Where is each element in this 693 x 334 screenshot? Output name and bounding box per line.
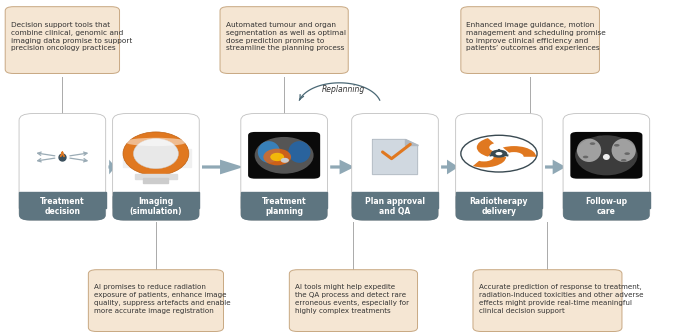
Ellipse shape — [125, 138, 187, 146]
Bar — [351, 192, 438, 208]
Circle shape — [583, 156, 588, 158]
Bar — [241, 192, 327, 208]
Text: AI promises to reduce radiation
exposure of patients, enhance image
quality, sup: AI promises to reduce radiation exposure… — [94, 284, 231, 314]
FancyBboxPatch shape — [19, 114, 105, 220]
Bar — [456, 192, 543, 208]
FancyBboxPatch shape — [563, 114, 650, 220]
Polygon shape — [373, 140, 417, 174]
FancyBboxPatch shape — [19, 192, 105, 220]
Polygon shape — [108, 160, 115, 174]
FancyBboxPatch shape — [89, 270, 223, 331]
Text: Enhanced image guidance, motion
management and scheduling promise
to improve cli: Enhanced image guidance, motion manageme… — [466, 22, 606, 51]
Bar — [112, 192, 200, 208]
Text: Follow-up
care: Follow-up care — [586, 196, 627, 216]
Ellipse shape — [603, 154, 610, 160]
Circle shape — [597, 136, 602, 138]
Text: AI tools might help expedite
the QA process and detect rare
erroneous events, es: AI tools might help expedite the QA proc… — [295, 284, 409, 314]
Circle shape — [624, 152, 630, 155]
Text: Treatment
decision: Treatment decision — [40, 196, 85, 216]
Bar — [143, 178, 168, 183]
Text: Radiotherapy
delivery: Radiotherapy delivery — [470, 196, 528, 216]
Circle shape — [491, 150, 507, 158]
Text: Replanning: Replanning — [322, 86, 365, 94]
Text: Decision support tools that
combine clinical, genomic and
imaging data promise t: Decision support tools that combine clin… — [10, 22, 132, 51]
FancyBboxPatch shape — [248, 132, 320, 179]
Text: Treatment
planning: Treatment planning — [262, 196, 306, 216]
FancyBboxPatch shape — [351, 114, 438, 220]
FancyBboxPatch shape — [351, 192, 438, 220]
Polygon shape — [202, 160, 244, 174]
Ellipse shape — [281, 158, 289, 163]
FancyBboxPatch shape — [456, 114, 543, 220]
FancyBboxPatch shape — [241, 114, 327, 220]
FancyBboxPatch shape — [5, 7, 119, 73]
FancyBboxPatch shape — [112, 114, 200, 220]
FancyBboxPatch shape — [473, 270, 622, 331]
Text: Automated tumour and organ
segmentation as well as optimal
dose prediction promi: Automated tumour and organ segmentation … — [226, 22, 346, 51]
Circle shape — [621, 159, 626, 162]
Circle shape — [590, 142, 595, 145]
Ellipse shape — [577, 139, 602, 162]
Ellipse shape — [288, 141, 310, 163]
FancyBboxPatch shape — [563, 192, 650, 220]
FancyBboxPatch shape — [461, 7, 599, 73]
Ellipse shape — [123, 132, 188, 175]
Ellipse shape — [133, 139, 179, 169]
Circle shape — [614, 144, 620, 147]
Ellipse shape — [270, 153, 284, 161]
Bar — [563, 192, 650, 208]
Text: Plan approval
and QA: Plan approval and QA — [365, 196, 425, 216]
Wedge shape — [503, 146, 536, 157]
FancyBboxPatch shape — [456, 192, 543, 220]
Ellipse shape — [255, 137, 313, 174]
Ellipse shape — [575, 135, 638, 175]
Text: Imaging
(simulation): Imaging (simulation) — [130, 196, 182, 216]
Polygon shape — [405, 140, 417, 146]
Wedge shape — [473, 157, 506, 167]
Bar — [175, 149, 191, 167]
FancyBboxPatch shape — [112, 192, 200, 220]
FancyBboxPatch shape — [220, 7, 348, 73]
Polygon shape — [441, 160, 459, 174]
Polygon shape — [545, 160, 566, 174]
Text: Accurate prediction of response to treatment,
radiation-induced toxicities and o: Accurate prediction of response to treat… — [478, 284, 643, 314]
Bar — [123, 149, 138, 167]
Ellipse shape — [611, 139, 636, 162]
Wedge shape — [477, 138, 494, 157]
Polygon shape — [330, 160, 354, 174]
FancyBboxPatch shape — [290, 270, 417, 331]
Ellipse shape — [263, 149, 291, 165]
Circle shape — [495, 152, 502, 155]
FancyBboxPatch shape — [570, 132, 642, 179]
Bar — [135, 174, 177, 179]
FancyBboxPatch shape — [241, 192, 327, 220]
Bar — [19, 192, 105, 208]
Ellipse shape — [258, 141, 280, 163]
